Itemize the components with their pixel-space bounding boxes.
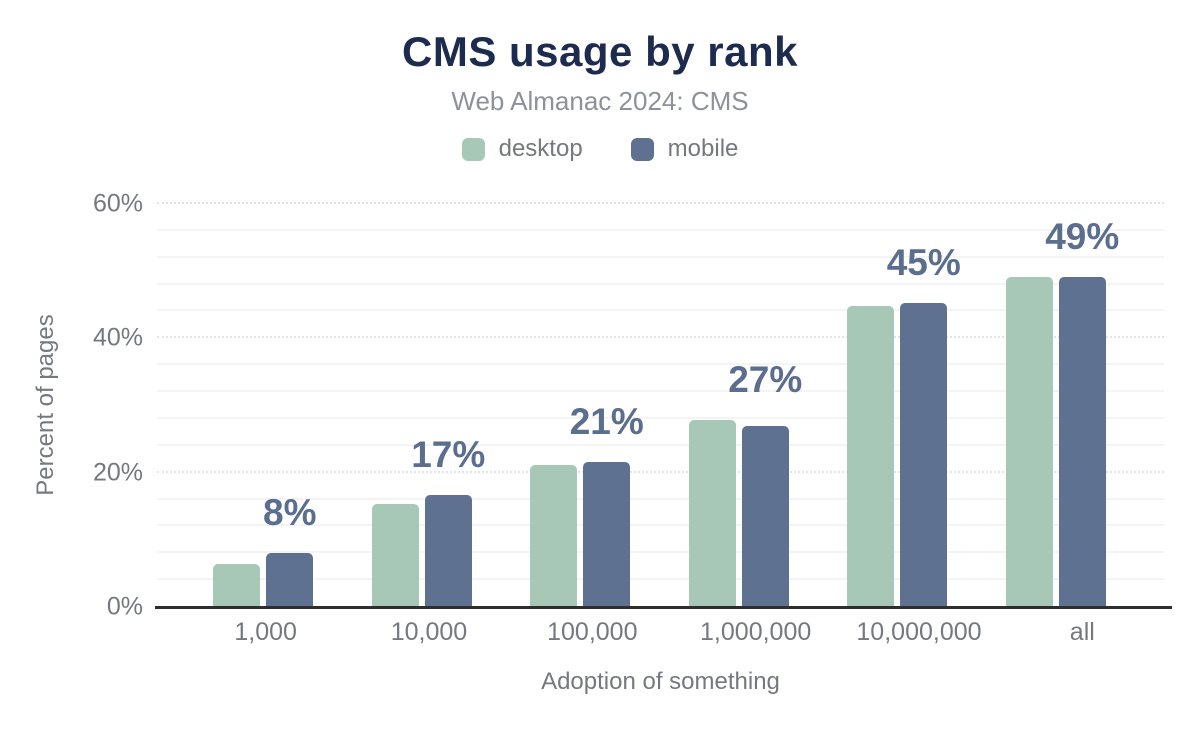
minor-gridline xyxy=(157,497,1164,500)
minor-gridline xyxy=(157,282,1164,285)
bar-pair xyxy=(530,461,631,607)
bar-group-100000: 21% xyxy=(501,204,660,607)
bar-groups: 8% 17% 21% 27% 45% 49% xyxy=(184,204,1135,607)
legend-item-mobile[interactable]: mobile xyxy=(630,135,739,163)
legend-label: mobile xyxy=(667,135,739,162)
legend-item-desktop[interactable]: desktop xyxy=(461,135,583,163)
mobile-bar[interactable] xyxy=(424,494,472,607)
legend-label: desktop xyxy=(498,135,583,162)
chart-title: CMS usage by rank xyxy=(402,28,798,75)
data-label: 49% xyxy=(1045,215,1120,257)
y-tick-label: 0% xyxy=(106,592,143,621)
minor-gridline xyxy=(157,363,1164,366)
data-label: 17% xyxy=(411,433,486,475)
data-label: 8% xyxy=(263,492,317,534)
bar-pair xyxy=(847,302,948,607)
x-axis-line xyxy=(155,606,1172,609)
data-label: 21% xyxy=(569,400,644,442)
major-gridline xyxy=(157,202,1164,204)
bar-pair xyxy=(213,553,314,607)
x-tick-label: 10,000 xyxy=(390,618,468,646)
desktop-bar[interactable] xyxy=(530,465,578,607)
x-axis-ticks: 1,000 10,000 100,000 1,000,000 10,000,000 all xyxy=(184,618,1164,647)
x-tick-label: 1,000,000 xyxy=(700,618,812,646)
minor-gridline xyxy=(157,578,1164,581)
chart-subtitle: Web Almanac 2024: CMS xyxy=(451,86,749,116)
major-gridline xyxy=(157,470,1164,473)
mobile-bar[interactable] xyxy=(1058,276,1106,607)
minor-gridline xyxy=(157,524,1164,527)
legend-swatch-mobile xyxy=(630,137,654,161)
bar-group-1000: 8% xyxy=(184,204,343,607)
bar-group-1000000: 27% xyxy=(660,204,819,607)
desktop-bar[interactable] xyxy=(213,564,261,607)
y-tick-label: 60% xyxy=(92,189,143,218)
bar-pair xyxy=(371,494,472,607)
minor-gridline xyxy=(157,255,1164,258)
y-axis-title: Percent of pages xyxy=(32,314,59,496)
bar-group-10000: 17% xyxy=(343,204,502,607)
mobile-bar[interactable] xyxy=(583,461,631,607)
mobile-bar[interactable] xyxy=(900,302,948,607)
minor-gridline xyxy=(157,390,1164,393)
legend-swatch-desktop xyxy=(461,137,485,161)
data-label: 27% xyxy=(728,359,803,401)
legend: desktop mobile xyxy=(0,135,1200,163)
minor-gridline xyxy=(157,443,1164,446)
minor-gridline xyxy=(157,416,1164,419)
plot-area: 0% 20% 40% 60% 8% 17% 21% 27% 45% 49% xyxy=(93,190,1172,621)
mobile-bar[interactable] xyxy=(741,426,789,607)
major-gridline xyxy=(157,336,1164,339)
x-tick-label: 100,000 xyxy=(547,618,638,646)
x-tick-label: 10,000,000 xyxy=(856,618,982,646)
bar-group-all: 49% xyxy=(977,204,1136,607)
minor-gridline xyxy=(157,309,1164,312)
x-tick-label: all xyxy=(1069,618,1095,646)
y-tick-label: 20% xyxy=(92,458,143,487)
bar-pair xyxy=(688,420,789,607)
y-tick-label: 40% xyxy=(92,323,143,352)
bar-group-10000000: 45% xyxy=(818,204,977,607)
desktop-bar[interactable] xyxy=(371,503,419,607)
x-tick-label: 1,000 xyxy=(234,618,297,646)
desktop-bar[interactable] xyxy=(688,420,736,607)
minor-gridline xyxy=(157,551,1164,554)
x-axis-title: Adoption of something xyxy=(541,668,780,695)
mobile-bar[interactable] xyxy=(266,553,314,607)
desktop-bar[interactable] xyxy=(847,306,895,607)
desktop-bar[interactable] xyxy=(1005,277,1053,607)
data-label: 45% xyxy=(886,241,961,283)
minor-gridline xyxy=(157,228,1164,231)
bar-pair xyxy=(1005,276,1106,607)
